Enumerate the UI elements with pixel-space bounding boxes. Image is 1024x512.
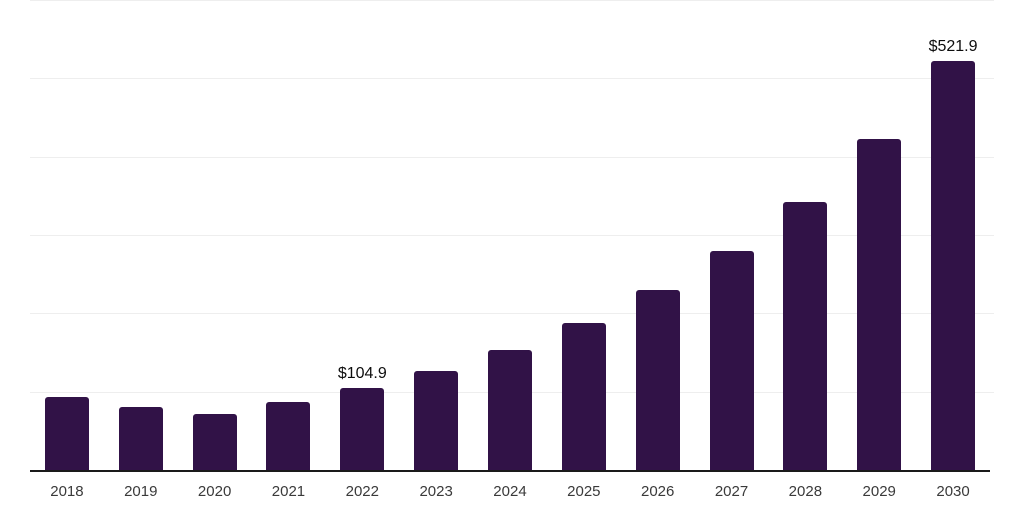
x-tick-label-2029: 2029	[862, 483, 896, 500]
bar-2021[interactable]	[266, 402, 311, 470]
bar-2026[interactable]	[635, 290, 680, 470]
bar-2023[interactable]	[414, 370, 459, 470]
x-tick-label-2027: 2027	[714, 483, 749, 500]
bar-slot-2026	[621, 0, 695, 470]
x-tick-label-2026: 2026	[640, 483, 675, 500]
x-tick-label-2022: 2022	[345, 483, 379, 500]
gridline	[30, 78, 994, 80]
x-tick-label-2024: 2024	[493, 483, 527, 500]
bar-slot-2030: $521.9	[916, 0, 990, 470]
bars-container: $104.9 $521.9	[30, 0, 990, 470]
bar-value-label-2022: $104.9	[337, 364, 387, 382]
bar-slot-2021	[252, 0, 326, 470]
x-tick-label-2028: 2028	[788, 483, 823, 500]
bar-2020[interactable]	[192, 413, 237, 470]
x-tick-label-2025: 2025	[567, 483, 601, 500]
x-axis-line	[30, 470, 990, 472]
bar-2019[interactable]	[118, 407, 163, 470]
bar-2022[interactable]	[340, 387, 385, 470]
gridline	[30, 235, 994, 236]
x-tick-label-2021: 2021	[271, 483, 306, 500]
gridline	[30, 313, 994, 315]
bar-2028[interactable]	[783, 201, 828, 470]
bar-2027[interactable]	[709, 251, 754, 470]
bar-slot-2020	[178, 0, 252, 470]
x-axis-labels: 2018 2019 2020 2021 2022 2023 2024 2025 2026 2027…	[30, 482, 990, 502]
x-tick-label-2019: 2019	[124, 483, 158, 500]
bar-slot-2025	[547, 0, 621, 470]
bar-value-label-2030: $521.9	[928, 38, 978, 56]
bar-slot-2028	[768, 0, 842, 470]
bar-slot-2029	[842, 0, 916, 470]
bar-2024[interactable]	[487, 349, 532, 470]
bar-slot-2027	[695, 0, 769, 470]
bar-slot-2019	[104, 0, 178, 470]
bar-slot-2022: $104.9	[325, 0, 399, 470]
x-tick-label-2023: 2023	[419, 483, 453, 500]
bar-slot-2018	[30, 0, 104, 470]
bar-slot-2024	[473, 0, 547, 470]
bar-2018[interactable]	[44, 397, 89, 470]
gridline	[30, 156, 994, 158]
bar-2030[interactable]	[931, 61, 976, 470]
plot-area: $104.9 $521.9	[30, 0, 994, 472]
bar-2029[interactable]	[857, 139, 902, 470]
x-tick-label-2030: 2030	[936, 483, 970, 500]
gridline	[30, 0, 994, 1]
x-tick-label-2018: 2018	[50, 483, 84, 500]
x-tick-label-2020: 2020	[197, 483, 232, 500]
bar-slot-2023	[399, 0, 473, 470]
bar-2025[interactable]	[561, 323, 606, 470]
